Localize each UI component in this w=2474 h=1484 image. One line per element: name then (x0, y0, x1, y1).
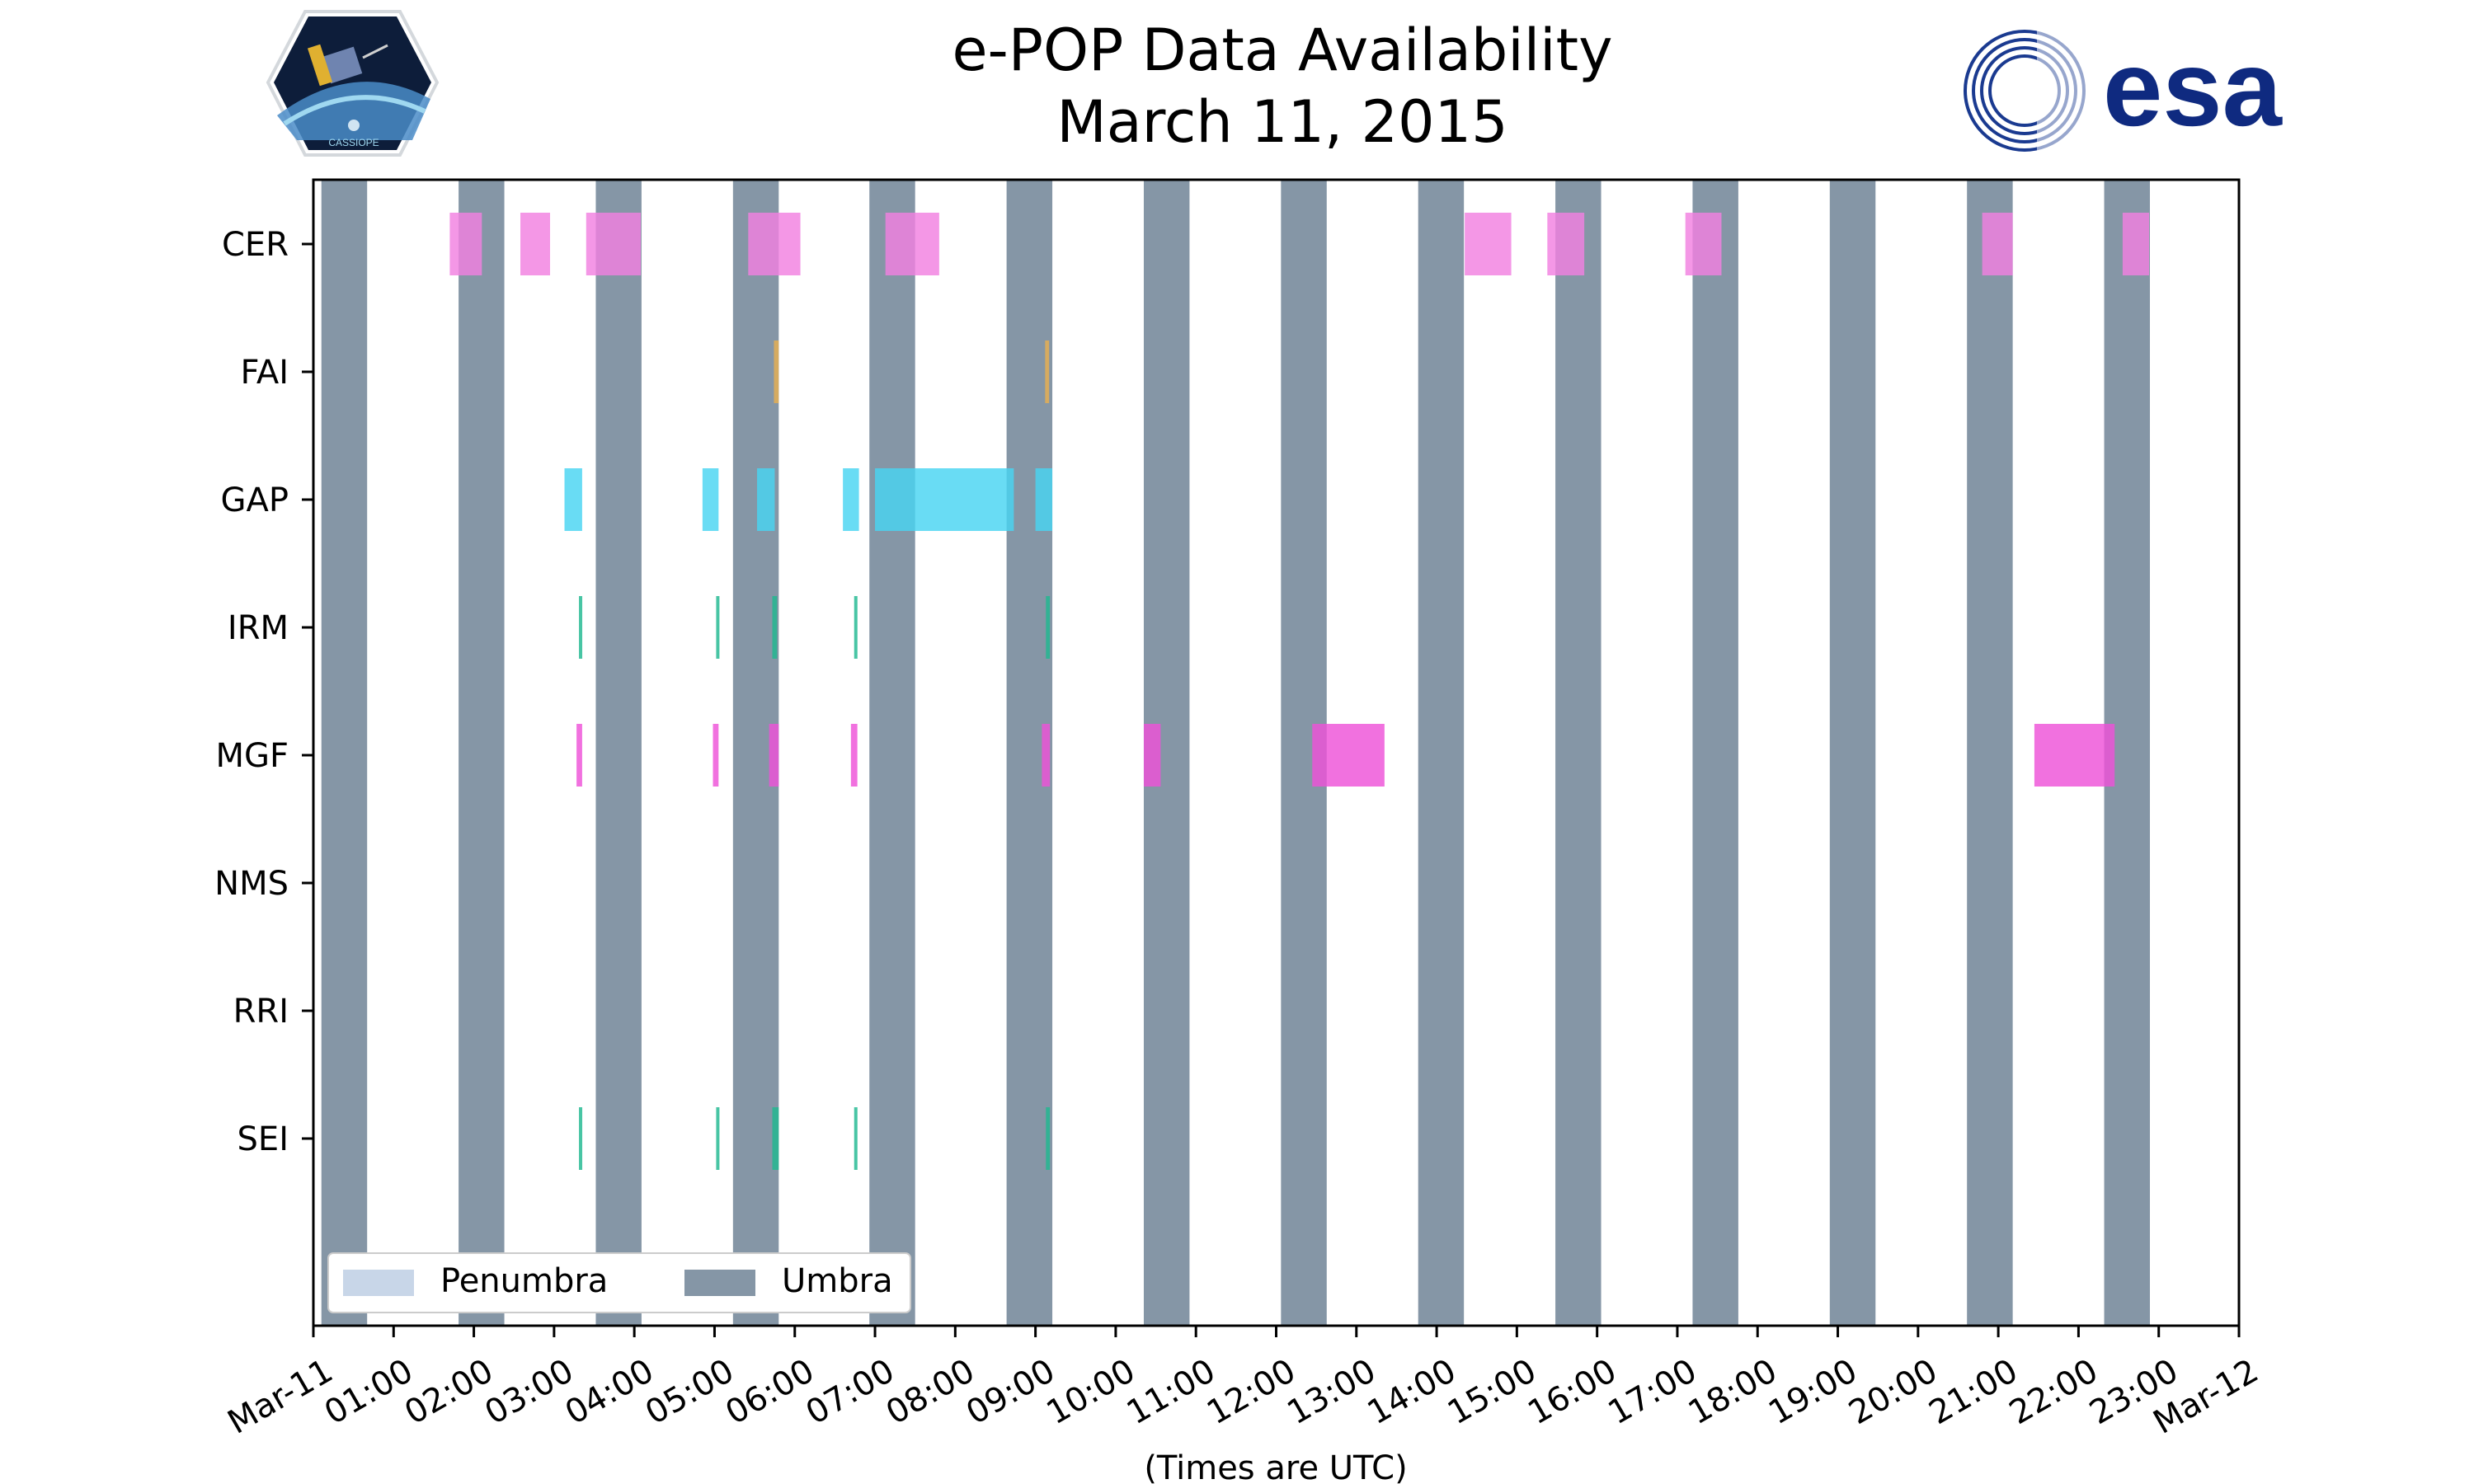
mgf-interval (850, 724, 858, 787)
y-tick-label-sei: SEI (238, 1120, 289, 1158)
mgf-interval (1143, 724, 1161, 787)
chart-title: e-POP Data Availability (952, 16, 1612, 84)
sei-interval (854, 1107, 858, 1170)
gap-interval (1035, 468, 1053, 531)
legend-penumbra-swatch (343, 1270, 414, 1296)
y-tick-label-nms: NMS (214, 865, 289, 903)
x-tick-label: 19:00 (1762, 1352, 1864, 1432)
x-tick-label: 22:00 (2003, 1352, 2105, 1432)
cer-interval (520, 213, 551, 275)
x-tick-label: 17:00 (1602, 1352, 1704, 1432)
umbra-band (869, 180, 915, 1326)
cer-interval (1982, 213, 2013, 275)
x-tick-label: 06:00 (719, 1352, 821, 1432)
availability-series (449, 213, 2150, 1170)
y-axis: CER FAI GAP IRM MGF NMS RRI SEI (214, 226, 313, 1158)
legend: Penumbra Umbra (327, 1252, 911, 1313)
umbra-band (1829, 180, 1876, 1326)
sei-interval (579, 1107, 583, 1170)
fai-interval (1045, 340, 1050, 403)
x-axis: Mar-1101:0002:0003:0004:0005:0006:0007:0… (222, 1326, 2265, 1442)
legend-box (327, 1252, 911, 1313)
legend-penumbra-label: Penumbra (440, 1262, 608, 1300)
mgf-interval (1312, 724, 1385, 787)
umbra-band (1967, 180, 2013, 1326)
cer-interval (1465, 213, 1512, 275)
y-tick-label-cer: CER (222, 226, 289, 264)
mgf-interval (2034, 724, 2115, 787)
irm-interval (716, 596, 720, 659)
y-tick-label-irm: IRM (228, 609, 289, 647)
gap-interval (702, 468, 719, 531)
esa-logo-text: esa (2103, 28, 2284, 148)
cer-interval (2122, 213, 2150, 275)
cer-interval (1547, 213, 1585, 275)
mgf-interval (576, 724, 582, 787)
y-tick-label-fai: FAI (241, 354, 289, 392)
sei-interval (1046, 1107, 1051, 1170)
irm-interval (1046, 596, 1051, 659)
x-axis-label: (Times are UTC) (1144, 1449, 1407, 1484)
gap-interval (757, 468, 775, 531)
gap-interval (843, 468, 859, 531)
y-tick-label-gap: GAP (221, 481, 289, 519)
cassiope-logo-text: CASSIOPE (328, 137, 379, 148)
x-tick-label: 02:00 (398, 1352, 500, 1432)
umbra-band (1418, 180, 1465, 1326)
x-tick-label: 09:00 (960, 1352, 1061, 1432)
gap-interval (875, 468, 1014, 531)
x-tick-label: 12:00 (1201, 1352, 1302, 1432)
irm-interval (772, 596, 778, 659)
x-tick-label: 08:00 (880, 1352, 981, 1432)
x-tick-label: 01:00 (318, 1352, 420, 1432)
x-tick-label: 05:00 (639, 1352, 741, 1432)
umbra-band (321, 180, 368, 1326)
umbra-band (459, 180, 505, 1326)
umbra-bands (321, 180, 2151, 1326)
esa-logo: esa (1964, 25, 2284, 157)
sei-interval (716, 1107, 720, 1170)
mgf-interval (1042, 724, 1051, 787)
x-tick-label: 11:00 (1121, 1352, 1222, 1432)
irm-interval (579, 596, 583, 659)
cer-interval (586, 213, 641, 275)
umbra-band (1692, 180, 1738, 1326)
y-tick-label-rri: RRI (233, 993, 289, 1031)
x-tick-label: 15:00 (1442, 1352, 1543, 1432)
legend-umbra-swatch (684, 1270, 755, 1296)
y-tick-label-mgf: MGF (215, 737, 289, 775)
cer-interval (449, 213, 482, 275)
x-tick-label: 13:00 (1281, 1352, 1382, 1432)
mgf-interval (713, 724, 719, 787)
x-tick-label: 14:00 (1362, 1352, 1463, 1432)
cer-interval (748, 213, 801, 275)
x-tick-label: 10:00 (1040, 1352, 1141, 1432)
mgf-interval (769, 724, 779, 787)
x-tick-label: 18:00 (1682, 1352, 1784, 1432)
umbra-band (1555, 180, 1602, 1326)
x-tick-label: 20:00 (1842, 1352, 1944, 1432)
x-tick-label: 21:00 (1923, 1352, 2025, 1432)
sei-interval (772, 1107, 779, 1170)
x-tick-label: 03:00 (478, 1352, 580, 1432)
cer-interval (1685, 213, 1722, 275)
x-tick-label: 16:00 (1522, 1352, 1623, 1432)
fai-interval (774, 340, 779, 403)
umbra-band (595, 180, 642, 1326)
cassiope-logo: CASSIOPE (266, 10, 440, 157)
irm-interval (854, 596, 858, 659)
chart-subtitle: March 11, 2015 (1056, 88, 1507, 156)
cer-interval (885, 213, 939, 275)
legend-umbra-label: Umbra (782, 1262, 893, 1300)
gap-interval (564, 468, 582, 531)
x-tick-label: 04:00 (559, 1352, 661, 1432)
x-tick-label: 07:00 (800, 1352, 901, 1432)
